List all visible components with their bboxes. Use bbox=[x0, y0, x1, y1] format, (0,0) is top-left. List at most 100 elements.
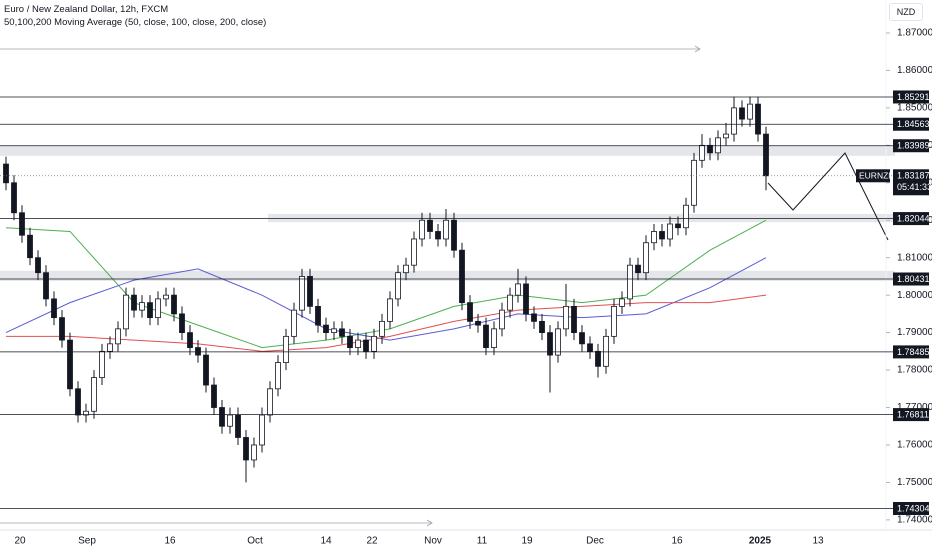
candle-body bbox=[51, 298, 57, 319]
candle-body bbox=[739, 107, 745, 120]
candle-body bbox=[187, 332, 193, 348]
candle-body bbox=[723, 133, 729, 139]
symbol-box bbox=[856, 169, 890, 183]
candle-body bbox=[755, 103, 761, 135]
candle-body bbox=[763, 133, 769, 177]
candle-body bbox=[19, 212, 25, 236]
candle-body bbox=[203, 354, 209, 386]
x-tick-label: 2025 bbox=[749, 536, 772, 547]
candle-body bbox=[235, 414, 241, 438]
y-tick-label: 1.79000 bbox=[897, 327, 932, 338]
y-tick-label: 1.87000 bbox=[897, 28, 932, 39]
level-label-box bbox=[893, 408, 929, 422]
candle-body bbox=[323, 324, 329, 334]
level-label: 1.82044 bbox=[897, 213, 930, 223]
candle-body bbox=[707, 144, 713, 154]
candle-body bbox=[627, 264, 633, 300]
candle-body bbox=[475, 320, 481, 326]
candle-body bbox=[387, 298, 393, 322]
y-tick-label: 1.81000 bbox=[897, 252, 932, 263]
y-tick-label: 1.77000 bbox=[897, 402, 932, 413]
candle-body bbox=[251, 444, 257, 461]
candle-body bbox=[107, 343, 113, 352]
candle-body bbox=[139, 302, 145, 311]
candle-body bbox=[587, 343, 593, 352]
chart-title: Euro / New Zealand Dollar, 12h, FXCM bbox=[4, 4, 169, 15]
moving-average bbox=[6, 294, 767, 352]
level-label: 1.85291 bbox=[897, 92, 930, 102]
candle-body bbox=[371, 335, 377, 352]
level-label-box bbox=[893, 345, 929, 359]
x-tick-label: 16 bbox=[164, 536, 176, 547]
moving-average bbox=[5, 257, 767, 341]
candle-body bbox=[483, 324, 489, 348]
x-tick-label: Dec bbox=[586, 536, 604, 547]
x-tick-label: 19 bbox=[521, 536, 533, 547]
candle-body bbox=[355, 339, 361, 348]
candle-body bbox=[147, 302, 153, 319]
candle-body bbox=[507, 294, 513, 311]
candle-body bbox=[363, 339, 369, 352]
candle-body bbox=[347, 335, 353, 348]
candle-body bbox=[683, 204, 689, 229]
candle-body bbox=[603, 335, 609, 367]
candle-body bbox=[307, 276, 313, 307]
candle-body bbox=[283, 335, 289, 363]
candle-body bbox=[419, 219, 425, 240]
x-tick-label: Nov bbox=[424, 536, 442, 547]
y-tick-label: 1.80000 bbox=[897, 290, 932, 301]
candle-body bbox=[3, 163, 9, 184]
candle-body bbox=[195, 347, 201, 356]
x-tick-label: 11 bbox=[477, 536, 488, 547]
candle-body bbox=[467, 302, 473, 322]
level-label-box bbox=[893, 212, 929, 226]
candle-body bbox=[715, 137, 721, 154]
candle-body bbox=[515, 283, 521, 296]
level-label-box bbox=[893, 117, 929, 131]
candle-body bbox=[403, 264, 409, 274]
candle-body bbox=[395, 272, 401, 300]
last-price-box bbox=[893, 169, 929, 196]
y-tick-label: 1.86000 bbox=[897, 65, 932, 76]
symbol-label: EURNZD bbox=[859, 171, 894, 181]
x-tick-label: Oct bbox=[247, 536, 263, 547]
x-tick-label: 13 bbox=[812, 536, 824, 547]
last-price-label: 1.83187 bbox=[897, 171, 930, 181]
level-label: 1.80431 bbox=[897, 274, 930, 284]
candle-body bbox=[435, 231, 441, 240]
candle-body bbox=[595, 350, 601, 367]
candle-body bbox=[459, 249, 465, 304]
candle-body bbox=[331, 328, 337, 334]
candle-body bbox=[747, 103, 753, 120]
candle-body bbox=[43, 272, 49, 300]
candle-body bbox=[523, 283, 529, 315]
candle-body bbox=[579, 332, 585, 345]
level-label-box bbox=[893, 139, 929, 153]
candle-body bbox=[267, 388, 273, 416]
candle-body bbox=[443, 219, 449, 240]
zone bbox=[0, 270, 895, 281]
y-tick-label: 1.75000 bbox=[897, 477, 932, 488]
candle-body bbox=[659, 231, 665, 240]
x-tick-label: Sep bbox=[78, 536, 96, 547]
candle-body bbox=[643, 242, 649, 274]
candle-body bbox=[451, 219, 457, 251]
candle-body bbox=[635, 264, 641, 274]
candle-body bbox=[611, 305, 617, 337]
zone bbox=[268, 213, 895, 223]
candle-body bbox=[211, 384, 217, 408]
candle-body bbox=[27, 234, 33, 259]
candle-body bbox=[339, 328, 345, 337]
candle-body bbox=[531, 313, 537, 322]
y-tick-label: 1.74000 bbox=[897, 515, 932, 526]
candle-body bbox=[547, 332, 553, 356]
candle-body bbox=[179, 313, 185, 334]
candle-body bbox=[219, 407, 225, 427]
x-tick-label: 20 bbox=[14, 536, 26, 547]
candle-body bbox=[11, 182, 17, 214]
candle-body bbox=[243, 437, 249, 461]
currency-button[interactable]: NZD bbox=[889, 3, 923, 21]
candle-body bbox=[563, 305, 569, 330]
candle-body bbox=[35, 257, 41, 274]
